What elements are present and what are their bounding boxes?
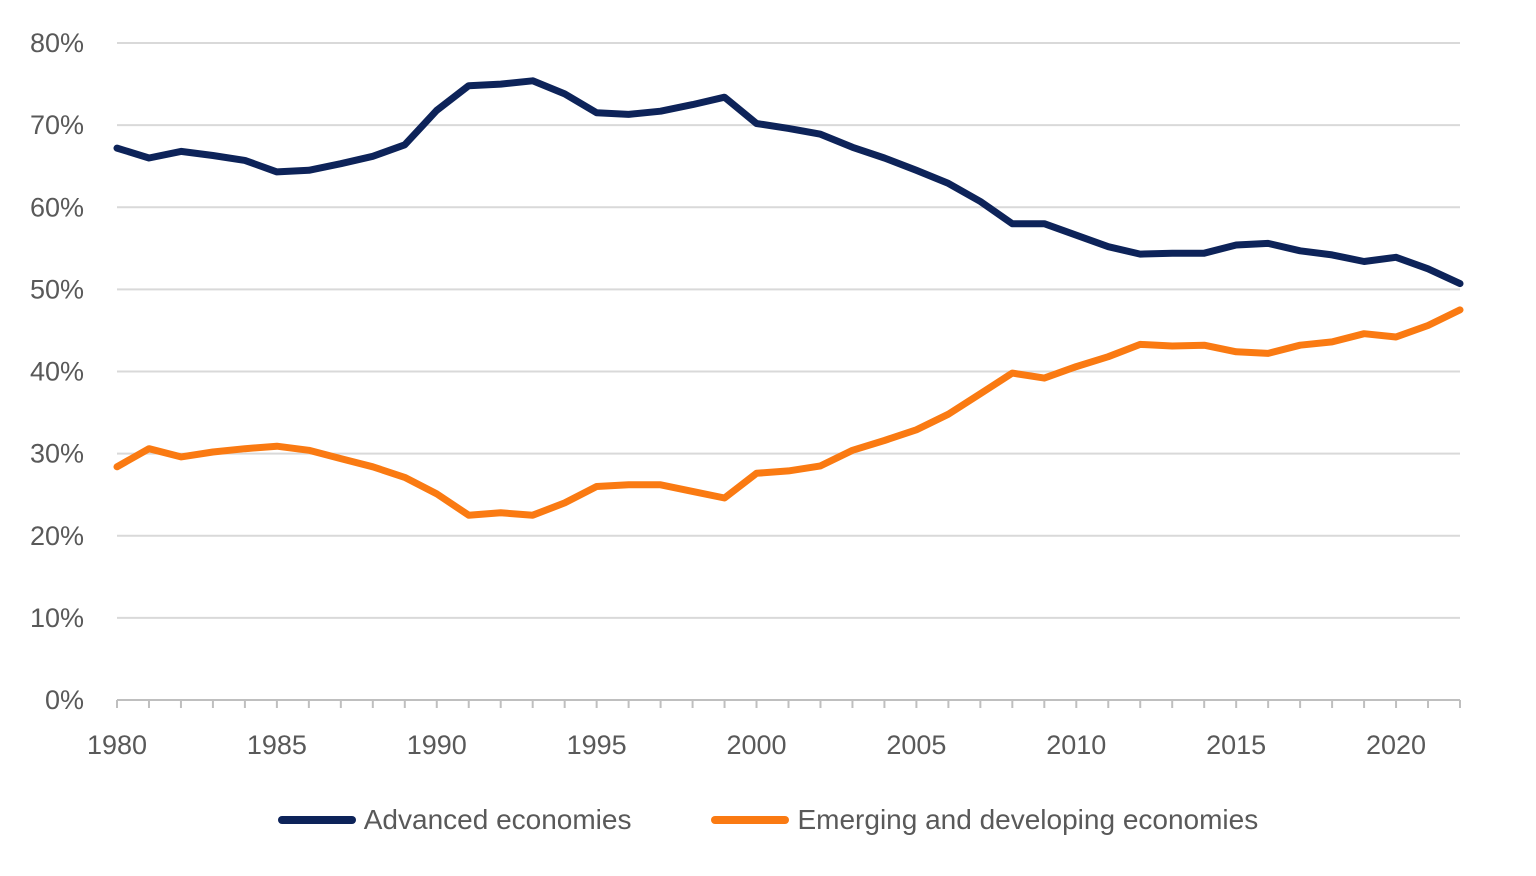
- y-tick-label-70: 70%: [30, 110, 84, 140]
- y-tick-label-10: 10%: [30, 603, 84, 633]
- legend-label-advanced: Advanced economies: [363, 804, 632, 835]
- tick-labels: 0% 10% 20% 30% 40% 50% 60% 70% 80% 1980 1985 1990 19…: [30, 28, 1426, 760]
- x-tick-label-1995: 1995: [567, 730, 627, 760]
- y-tick-label-40: 40%: [30, 357, 84, 387]
- legend-label-emerging: Emerging and developing economies: [797, 804, 1259, 835]
- y-tick-label-60: 60%: [30, 192, 84, 222]
- legend-item-emerging: Emerging and developing economies: [711, 804, 1258, 836]
- legend-item-advanced: Advanced economies: [277, 804, 632, 836]
- x-tick-label-1980: 1980: [87, 730, 147, 760]
- legend: Advanced economies Emerging and developi…: [0, 798, 1536, 842]
- x-tick-label-2010: 2010: [1046, 730, 1106, 760]
- y-tick-label-0: 0%: [45, 685, 84, 715]
- x-tick-label-2005: 2005: [886, 730, 946, 760]
- series-lines: [113, 77, 1464, 519]
- series-line-advanced: [113, 77, 1464, 288]
- axes: [116, 699, 1461, 708]
- x-tick-label-2000: 2000: [726, 730, 786, 760]
- series-line-emerging: [113, 306, 1464, 519]
- legend-swatch-emerging: [711, 816, 790, 824]
- x-tick-label-1990: 1990: [407, 730, 467, 760]
- legend-swatch-advanced: [277, 816, 356, 824]
- y-tick-label-20: 20%: [30, 521, 84, 551]
- x-tick-label-1985: 1985: [247, 730, 307, 760]
- y-tick-label-50: 50%: [30, 274, 84, 304]
- y-tick-label-30: 30%: [30, 439, 84, 469]
- gridlines: [117, 42, 1460, 619]
- x-tick-label-2020: 2020: [1366, 730, 1426, 760]
- line-chart: 0% 10% 20% 30% 40% 50% 60% 70% 80% 1980 1985 1990 19…: [30, 28, 1464, 760]
- y-tick-label-80: 80%: [30, 28, 84, 58]
- x-tick-label-2015: 2015: [1206, 730, 1266, 760]
